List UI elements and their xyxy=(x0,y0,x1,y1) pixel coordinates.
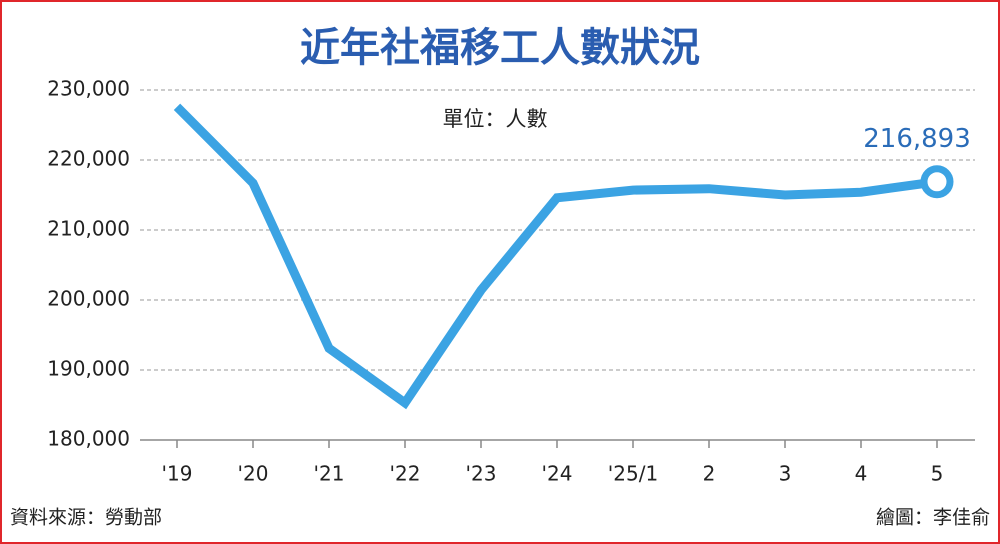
source: 資料來源：勞動部 xyxy=(10,507,162,529)
x-tick-label: '22 xyxy=(390,462,421,486)
x-tick-label: 3 xyxy=(779,462,792,486)
credit: 繪圖：李佳俞 xyxy=(876,507,990,529)
chart-title: 近年社福移工人數狀況 xyxy=(300,25,700,71)
y-tick-label: 180,000 xyxy=(47,427,130,451)
y-tick-label: 190,000 xyxy=(47,357,130,381)
y-tick-label: 200,000 xyxy=(47,287,130,311)
unit-label: 單位：人數 xyxy=(443,107,548,131)
line xyxy=(173,103,938,410)
x-tick-label: '20 xyxy=(238,462,269,486)
x-tick-label: '25/1 xyxy=(608,462,658,486)
x-tick-label: 4 xyxy=(855,462,868,486)
y-tick-label: 210,000 xyxy=(47,217,130,241)
x-tick-label: '21 xyxy=(314,462,345,486)
point xyxy=(920,165,954,199)
y-tick-label: 220,000 xyxy=(47,147,130,171)
x-tick-label: 5 xyxy=(931,462,944,486)
x-tick-label: '19 xyxy=(162,462,193,486)
x-tick-label: '24 xyxy=(542,462,573,486)
x-tick-label: '23 xyxy=(466,462,497,486)
value-label: 216,893 xyxy=(863,124,971,154)
y-tick-label: 230,000 xyxy=(47,77,130,101)
x-tick-label: 2 xyxy=(703,462,716,486)
